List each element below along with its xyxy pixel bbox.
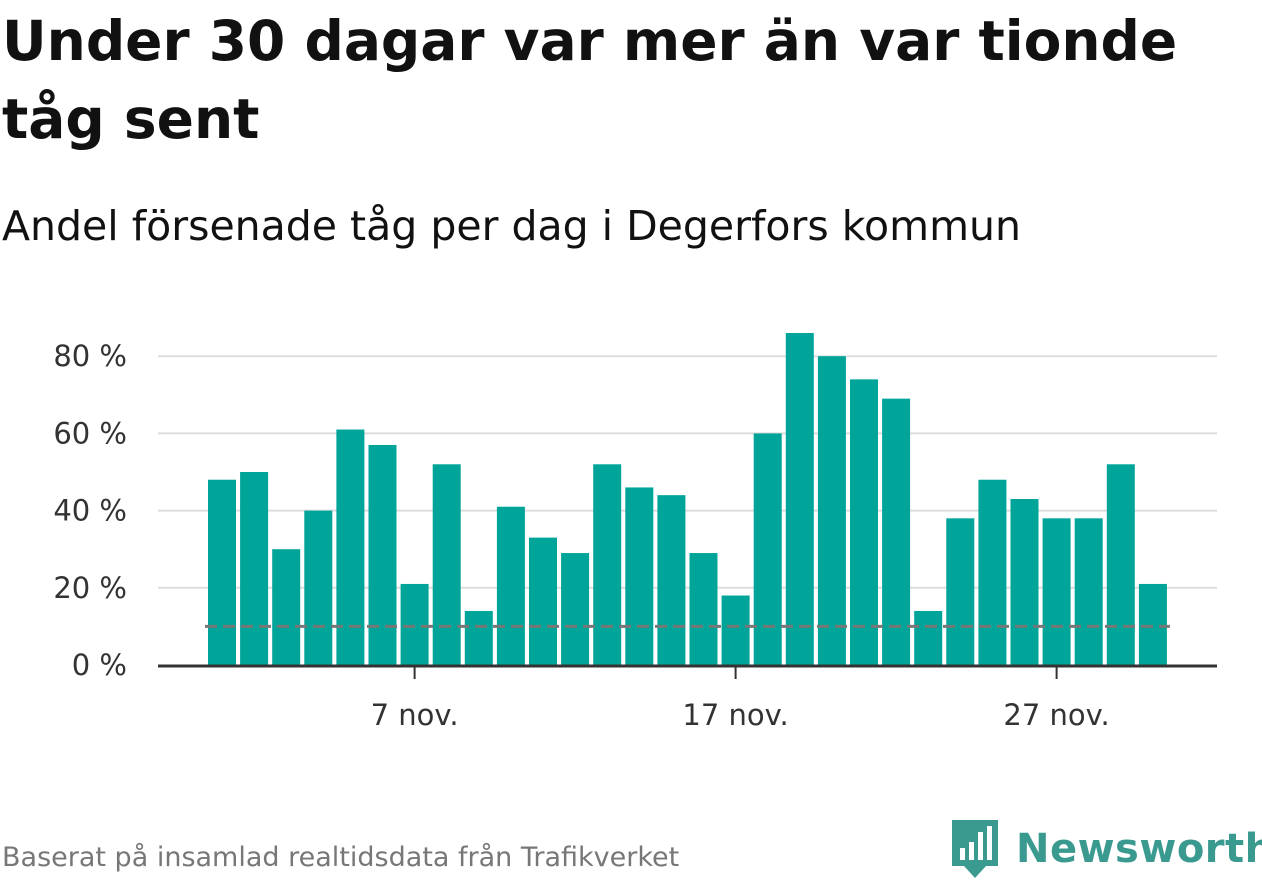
bar-7 [400, 583, 429, 665]
bar-23 [914, 610, 943, 665]
bar-28 [1074, 518, 1103, 665]
x-axis-labels: 7 nov. 17 nov. 27 nov. [371, 698, 1110, 732]
bar-20 [817, 356, 846, 665]
source-note: Baserat på insamlad realtidsdata från Tr… [2, 842, 680, 873]
bar-16 [689, 553, 718, 665]
bars [208, 333, 1167, 665]
brand-name: Newsworthy [1016, 826, 1262, 872]
bar-8 [432, 464, 461, 665]
bar-17 [721, 595, 750, 665]
bar-11 [529, 537, 557, 665]
x-tick-label: 17 nov. [682, 698, 788, 732]
bar-5 [336, 429, 365, 665]
bar-14 [625, 487, 654, 665]
bar-6 [368, 444, 397, 665]
bar-13 [593, 464, 622, 665]
bar-1 [208, 479, 236, 665]
gridlines [158, 355, 1217, 589]
y-tick-label: 40 % [53, 494, 127, 528]
bar-3 [272, 549, 301, 665]
bar-21 [850, 379, 878, 665]
chart-subtitle: Andel försenade tåg per dag i Degerfors … [2, 202, 1021, 250]
x-axis [158, 664, 1217, 679]
bar-30 [1138, 583, 1167, 665]
y-tick-label: 80 % [53, 339, 127, 373]
y-tick-label: 20 % [53, 571, 127, 605]
brand-logo: Newsworthy [950, 818, 1262, 880]
bar-12 [561, 553, 590, 665]
x-tick-label: 7 nov. [371, 698, 459, 732]
x-tick-label: 27 nov. [1003, 698, 1109, 732]
bar-18 [753, 433, 782, 665]
y-tick-label: 0 % [72, 648, 127, 682]
bar-19 [785, 333, 814, 665]
bar-9 [464, 610, 493, 665]
bar-2 [240, 472, 269, 665]
bar-chart: 0 % 20 % 40 % 60 % 80 % 7 nov. 17 nov. 27 nov. [53, 333, 1217, 732]
bar-26 [1010, 499, 1039, 665]
bar-22 [882, 398, 911, 665]
bar-4 [304, 510, 333, 665]
bar-25 [978, 479, 1007, 665]
y-tick-label: 60 % [53, 416, 127, 450]
bar-29 [1106, 464, 1135, 665]
bar-15 [657, 495, 686, 665]
chart-title: Under 30 dagar var mer än var tionde tåg… [2, 9, 1178, 151]
bar-10 [496, 506, 525, 665]
bar-24 [946, 518, 975, 665]
newsworthy-logo-icon [952, 820, 998, 878]
bar-27 [1042, 518, 1071, 665]
y-axis-labels: 0 % 20 % 40 % 60 % 80 % [53, 339, 127, 682]
